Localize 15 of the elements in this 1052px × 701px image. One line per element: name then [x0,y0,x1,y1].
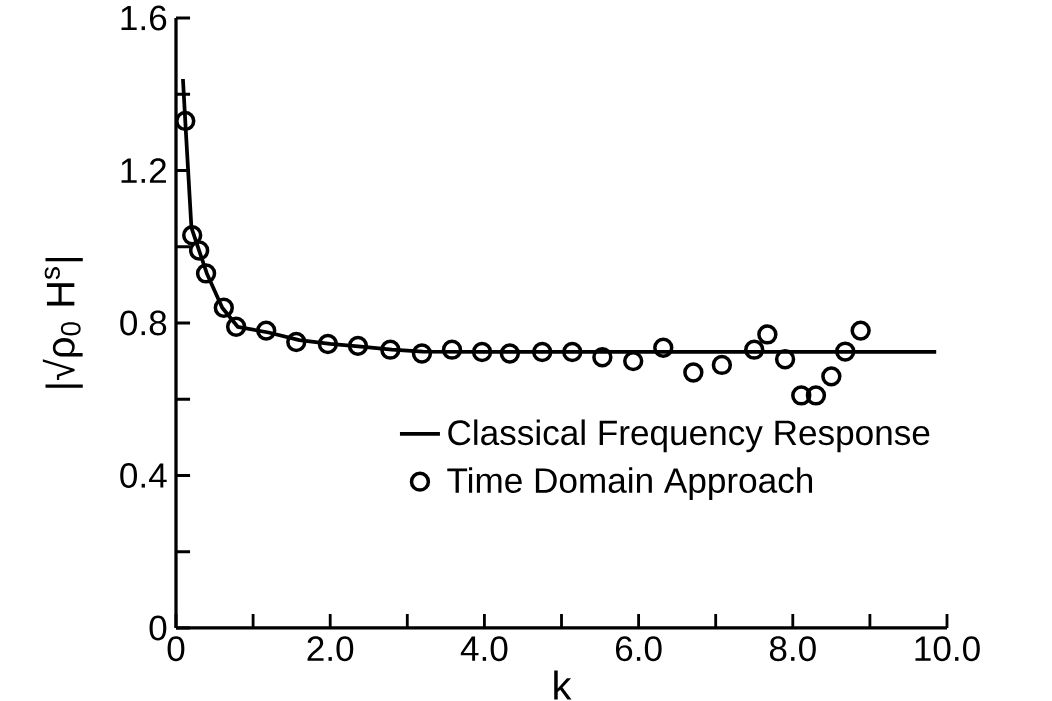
y-axis-title: |√ρ$_{0}$ H$^{s}$| [42,258,83,388]
y-tick-label: 0 [149,615,167,641]
y-tick-label: 1.2 [121,158,166,183]
legend-label: Time Domain Approach [447,467,813,500]
y-tick-label: 1.6 [121,5,167,31]
x-tick-label: 6.0 [615,636,662,662]
legend-label: Classical Frequency Response [448,419,930,453]
y-tick-label: 0.4 [120,463,167,488]
x-tick-label: 8.0 [769,636,816,662]
x-tick-label: 2.0 [307,636,354,662]
x-tick-label: 10.0 [915,636,980,662]
x-axis-title: k [554,670,572,700]
x-tick-label: 4.0 [460,636,508,662]
y-tick-label: 0.8 [120,310,167,336]
x-tick-label: 0 [167,636,185,662]
